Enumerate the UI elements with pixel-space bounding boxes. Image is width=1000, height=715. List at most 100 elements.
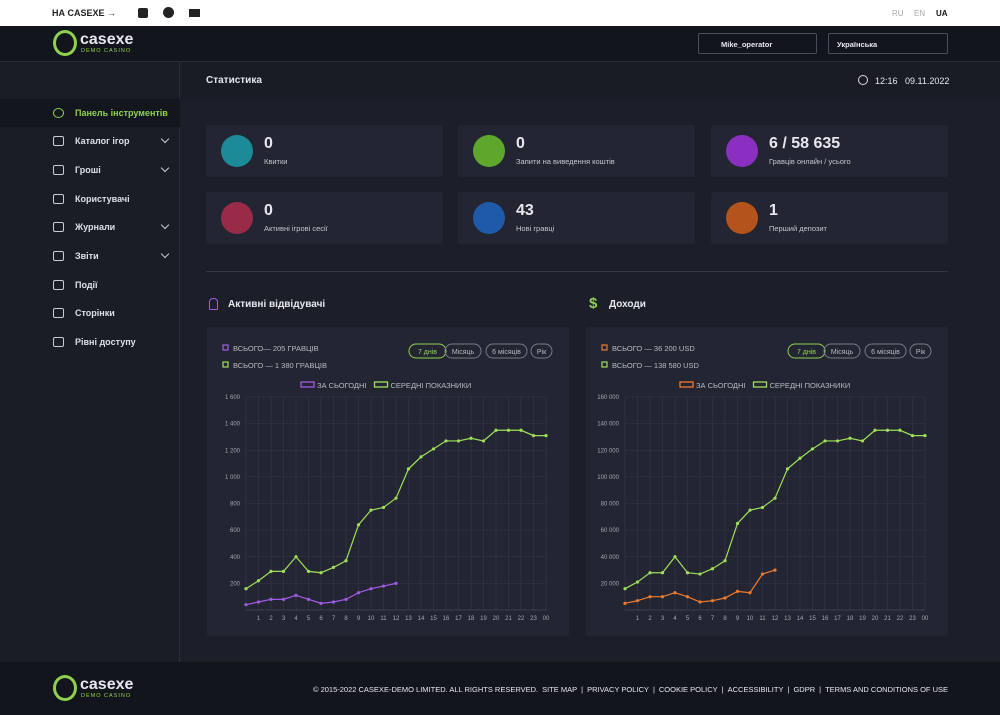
chart-panel: ВСЬОГО— 205 ГРАВЦІВ ВСЬОГО — 1 380 ГРАВЦІ… — [207, 327, 569, 636]
point — [923, 434, 927, 438]
y-tick-label: 600 — [230, 528, 241, 534]
point — [306, 597, 311, 601]
legend-swatch — [222, 361, 229, 368]
legend-swatch — [752, 381, 768, 388]
menu-item[interactable]: Рівні доступу — [0, 328, 180, 356]
range-button-label[interactable]: 7 днів — [797, 348, 816, 356]
stat-label: Запити на виведення коштів — [516, 157, 615, 166]
footer-link[interactable]: PRIVACY POLICY — [587, 685, 649, 694]
back-text[interactable]: НА CASEXE — [52, 8, 105, 18]
range-button-label[interactable]: Рік — [537, 348, 547, 356]
x-tick-label: 9 — [736, 616, 740, 622]
point — [635, 580, 640, 584]
menu-item[interactable]: Події — [0, 271, 180, 299]
point — [256, 600, 261, 604]
range-button-label[interactable]: Рік — [916, 348, 926, 356]
y-tick-label: 140 000 — [597, 422, 619, 428]
point — [406, 467, 411, 471]
point — [910, 434, 915, 438]
legend-swatch — [601, 361, 608, 368]
x-tick-label: 22 — [518, 616, 525, 622]
language-select[interactable]: Українська — [828, 33, 948, 54]
menu-item[interactable]: Гроші — [0, 156, 180, 184]
x-tick-label: 16 — [443, 616, 450, 622]
range-button[interactable] — [485, 343, 528, 359]
menu-icon — [53, 108, 64, 118]
point — [244, 587, 248, 591]
menu-item[interactable]: Користувачі — [0, 185, 180, 213]
separator: | — [581, 685, 584, 694]
stat-value: 1 — [769, 202, 778, 219]
point — [885, 428, 890, 432]
menu-item[interactable]: Звіти — [0, 242, 180, 270]
point — [469, 436, 473, 440]
point — [394, 496, 398, 500]
y-tick-label: 1 000 — [225, 475, 241, 481]
x-tick-label: 22 — [897, 616, 904, 622]
x-tick-label: 21 — [884, 616, 891, 622]
x-tick-label: 12 — [772, 616, 779, 622]
point — [735, 589, 740, 593]
x-tick-label: 12 — [393, 616, 400, 622]
footer-link[interactable]: ACCESSIBILITY — [727, 685, 784, 694]
menu-icon — [53, 337, 64, 347]
menu-icon — [53, 222, 64, 232]
lang-ua[interactable]: UA — [936, 9, 948, 18]
x-tick-label: 11 — [759, 616, 766, 622]
range-button[interactable] — [787, 343, 826, 359]
lang-en[interactable]: EN — [914, 9, 926, 18]
point — [623, 587, 627, 591]
chart: ВСЬОГО — 36 200 USD ВСЬОГО — 138 580 USD 7… — [597, 343, 932, 622]
menu-label: Панель інструментів — [75, 108, 168, 118]
section-title: Доходи — [609, 299, 646, 310]
separator: | — [721, 685, 724, 694]
point — [319, 571, 323, 575]
point — [873, 428, 877, 432]
range-button[interactable] — [909, 343, 932, 359]
range-button-label[interactable]: Місяць — [452, 348, 475, 356]
logo: casexe — [80, 676, 134, 693]
menu-label: Гроші — [75, 165, 101, 175]
page-bar: Статистика 12:16 09.11.2022 — [181, 62, 1000, 99]
range-button-label[interactable]: Місяць — [831, 348, 854, 356]
menu-label: Каталог ігор — [75, 136, 130, 146]
chevron — [160, 220, 170, 230]
total-label: ВСЬОГО — 1 380 ГРАВЦІВ — [233, 361, 327, 370]
footer-link[interactable]: SITE MAP — [542, 685, 578, 694]
footer-link[interactable]: GDPR — [793, 685, 816, 694]
stat-icon — [726, 202, 758, 234]
point — [773, 496, 777, 500]
lang-ru[interactable]: RU — [892, 9, 904, 18]
skype-icon[interactable] — [163, 7, 174, 18]
point — [369, 508, 373, 512]
back-link[interactable]: НА CASEXE → — [52, 8, 117, 18]
range-button[interactable] — [823, 343, 861, 359]
footer-link[interactable]: TERMS AND CONDITIONS OF USE — [825, 685, 948, 694]
range-button[interactable] — [408, 343, 447, 359]
range-button[interactable] — [444, 343, 482, 359]
stat-value: 43 — [516, 202, 534, 219]
user-select[interactable]: Mike_operator — [698, 33, 817, 54]
legend-swatch — [222, 344, 229, 351]
range-button-label[interactable]: 6 місяців — [492, 348, 521, 356]
phone-icon[interactable] — [138, 8, 148, 18]
range-button[interactable] — [530, 343, 553, 359]
menu-item[interactable]: Панель інструментів — [0, 99, 180, 127]
menu-item[interactable]: Каталог ігор — [0, 127, 180, 155]
date: 09.11.2022 — [905, 76, 950, 86]
menu-item[interactable]: Сторінки — [0, 299, 180, 327]
logo[interactable]: casexe — [80, 31, 134, 48]
range-button-label[interactable]: 7 днів — [418, 348, 437, 356]
menu-item[interactable]: Журнали — [0, 213, 180, 241]
footer-links: © 2015-2022 CASEXE-DEMO LIMITED. ALL RIG… — [313, 685, 948, 694]
y-tick-label: 80 000 — [601, 502, 620, 508]
chart: ВСЬОГО— 205 ГРАВЦІВ ВСЬОГО — 1 380 ГРАВЦІ… — [222, 343, 553, 622]
mail-icon[interactable] — [189, 9, 200, 17]
range-button[interactable] — [864, 343, 907, 359]
stat-icon — [473, 202, 505, 234]
point — [294, 593, 298, 597]
footer-link[interactable]: COOKIE POLICY — [658, 685, 718, 694]
separator: | — [787, 685, 790, 694]
range-button-label[interactable]: 6 місяців — [871, 348, 900, 356]
